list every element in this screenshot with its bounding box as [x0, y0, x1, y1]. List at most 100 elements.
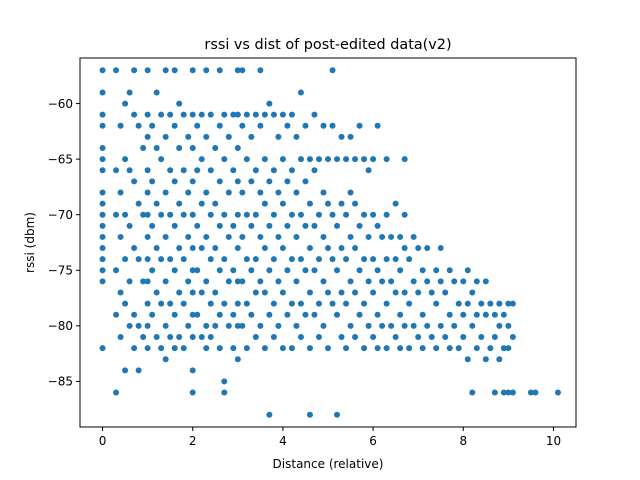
data-point [370, 156, 377, 163]
data-point [113, 267, 120, 274]
data-point [464, 300, 471, 307]
data-point [320, 322, 327, 329]
data-point [270, 300, 277, 307]
data-point [496, 300, 503, 307]
data-point [131, 178, 138, 185]
data-point [221, 300, 228, 307]
data-point [234, 322, 241, 329]
data-point [153, 145, 160, 152]
data-point [185, 189, 192, 196]
data-point [383, 256, 390, 263]
data-point [401, 322, 408, 329]
data-point [374, 122, 381, 129]
data-point [189, 211, 196, 218]
data-point [171, 345, 178, 352]
data-point [144, 256, 151, 263]
data-point [415, 245, 422, 252]
data-point [203, 189, 210, 196]
data-point [343, 211, 350, 218]
data-point [261, 345, 268, 352]
data-point [198, 111, 205, 118]
data-point [189, 267, 196, 274]
data-point [257, 278, 264, 285]
data-point [252, 333, 259, 340]
data-point [302, 267, 309, 274]
data-point [279, 200, 286, 207]
data-point [99, 278, 106, 285]
data-point [446, 311, 453, 318]
data-point [189, 145, 196, 152]
data-point [343, 156, 350, 163]
data-point [275, 278, 282, 285]
data-point [315, 333, 322, 340]
data-point [153, 289, 160, 296]
data-point [203, 278, 210, 285]
data-point [203, 233, 210, 240]
data-point [293, 278, 300, 285]
data-point [239, 278, 246, 285]
data-point [352, 333, 359, 340]
data-point [167, 111, 174, 118]
data-point [554, 389, 561, 396]
data-point [257, 322, 264, 329]
data-point [433, 345, 440, 352]
data-point [225, 189, 232, 196]
data-point [203, 322, 210, 329]
data-point [230, 111, 237, 118]
data-point [189, 367, 196, 374]
data-point [144, 133, 151, 140]
data-point [284, 311, 291, 318]
data-point [334, 156, 341, 163]
data-point [212, 322, 219, 329]
data-point [401, 211, 408, 218]
data-point [221, 111, 228, 118]
data-point [261, 111, 268, 118]
data-point [176, 145, 183, 152]
data-point [99, 167, 106, 174]
data-point [325, 289, 331, 296]
data-point [306, 411, 313, 418]
data-point [482, 356, 489, 363]
data-point [315, 300, 322, 307]
y-tick-label: −70 [48, 208, 73, 222]
data-point [266, 222, 273, 229]
data-point [189, 311, 196, 318]
data-point [243, 111, 250, 118]
data-point [257, 189, 264, 196]
data-point [221, 156, 228, 163]
data-point [113, 211, 120, 218]
data-point [279, 245, 286, 252]
x-axis-ticks: 0 2 4 6 8 10 [99, 427, 561, 448]
data-point [464, 356, 471, 363]
data-point [212, 289, 219, 296]
data-point [270, 333, 277, 340]
data-point [243, 256, 250, 263]
data-point [212, 145, 219, 152]
data-point [279, 111, 286, 118]
data-point [162, 278, 169, 285]
y-axis-ticks: −85 −80 −75 −70 −65 −60 [48, 97, 80, 389]
data-point [464, 267, 471, 274]
data-point [397, 267, 404, 274]
data-point [153, 333, 160, 340]
data-point [437, 278, 444, 285]
data-point [482, 311, 489, 318]
data-point [167, 211, 174, 218]
data-point [198, 245, 205, 252]
data-point [284, 267, 291, 274]
data-point [392, 333, 399, 340]
data-point [451, 322, 458, 329]
data-point [379, 233, 386, 240]
data-point [397, 233, 404, 240]
data-point [374, 267, 381, 274]
data-point [487, 300, 494, 307]
data-point [153, 200, 160, 207]
data-point [275, 322, 282, 329]
data-point [275, 189, 282, 196]
data-point [176, 100, 183, 107]
data-point [144, 167, 151, 174]
data-point [361, 345, 368, 352]
data-point [433, 300, 440, 307]
data-point [437, 322, 444, 329]
data-point [257, 122, 264, 129]
